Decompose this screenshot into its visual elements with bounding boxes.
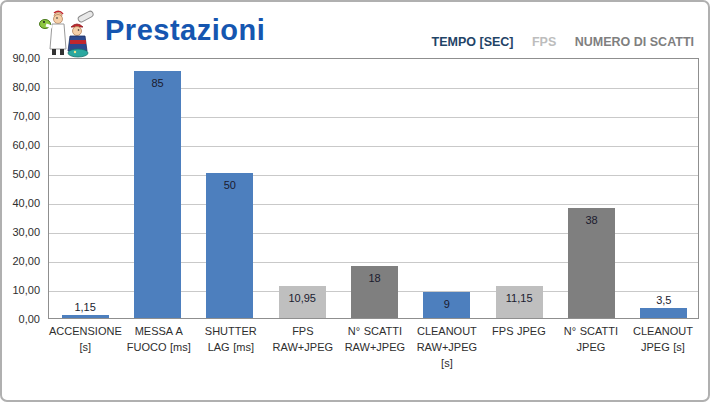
x-axis-category-label: CLEANOUT RAW+JPEG [s] [411, 324, 483, 372]
bar-value-label: 1,15 [74, 301, 95, 313]
bar-value-label: 3,5 [656, 294, 671, 306]
page-title: Prestazioni [105, 14, 265, 47]
chart-legend: TEMPO [SEC] FPS NUMERO DI SCATTI [417, 35, 694, 49]
bar-value-label: 18 [368, 272, 380, 284]
legend-item-tempo: TEMPO [SEC] [432, 35, 514, 49]
bar-tempo [640, 308, 687, 318]
x-axis-labels: ACCENSIONE [s]MESSA A FUOCO [ms]SHUTTER … [48, 324, 699, 372]
bar-tempo [62, 315, 109, 318]
bar-value-label: 11,15 [506, 292, 533, 304]
chart-card: Prestazioni TEMPO [SEC] FPS NUMERO DI SC… [0, 0, 710, 402]
y-tick-label: 50,00 [12, 168, 40, 180]
x-axis-category-label: CLEANOUT JPEG [s] [627, 324, 699, 372]
x-axis-category-label: ACCENSIONE [s] [48, 324, 123, 372]
x-axis-category-label: SHUTTER LAG [ms] [195, 324, 267, 372]
legend-item-scatti: NUMERO DI SCATTI [575, 35, 694, 49]
plot-area: 1,15 85 50 10,95 18 9 11,15 38 3,5 [48, 58, 699, 319]
x-axis-category-label: MESSA A FUOCO [ms] [123, 324, 195, 372]
x-axis-category-label: FPS RAW+JPEG [267, 324, 339, 372]
y-tick-label: 60,00 [12, 139, 40, 151]
y-tick-label: 90,00 [12, 52, 40, 64]
bar-value-label: 85 [151, 77, 163, 89]
y-tick-label: 30,00 [12, 226, 40, 238]
y-tick-label: 80,00 [12, 81, 40, 93]
y-tick-label: 40,00 [12, 197, 40, 209]
bar-value-label: 38 [585, 214, 597, 226]
y-tick-label: 10,00 [12, 284, 40, 296]
y-axis: 90,0080,0070,0060,0050,0040,0030,0020,00… [2, 58, 43, 319]
bar-tempo [134, 71, 181, 318]
bar-tempo [206, 173, 253, 318]
y-tick-label: 0,00 [19, 313, 40, 325]
y-tick-label: 20,00 [12, 255, 40, 267]
y-tick-label: 70,00 [12, 110, 40, 122]
x-axis-category-label: N° SCATTI RAW+JPEG [339, 324, 411, 372]
x-axis-category-label: FPS JPEG [483, 324, 555, 372]
legend-item-fps: FPS [532, 35, 556, 49]
bar-value-label: 9 [444, 298, 450, 310]
bar-value-label: 50 [224, 179, 236, 191]
bar-value-label: 10,95 [288, 292, 316, 304]
x-axis-category-label: N° SCATTI JPEG [555, 324, 627, 372]
